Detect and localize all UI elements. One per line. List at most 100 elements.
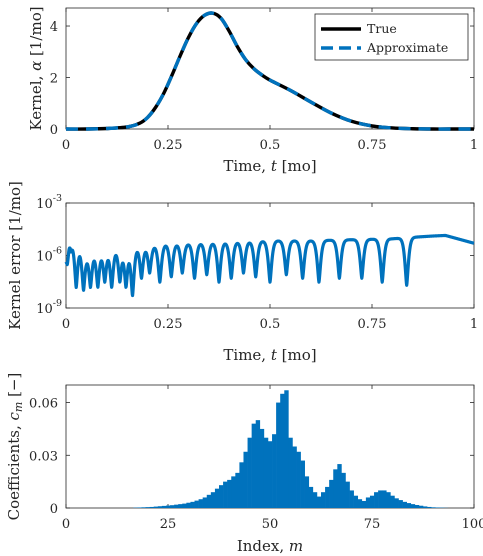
coefficient-bar — [325, 486, 330, 508]
y-tick-label: 0.06 — [29, 397, 58, 412]
y-tick-label: 10-3 — [36, 193, 62, 212]
coefficient-bar — [406, 503, 412, 508]
coefficient-bar — [259, 428, 265, 508]
y-tick-label: 0 — [50, 123, 58, 138]
coefficient-bar — [300, 460, 305, 508]
y-axis-label: Coefficients, cm [−] — [5, 373, 25, 521]
coefficient-bar — [308, 486, 314, 508]
coefficient-bar — [292, 446, 297, 508]
coefficient-bar — [361, 500, 367, 508]
coefficient-bar — [210, 492, 216, 508]
x-tick-label: 0.5 — [260, 317, 281, 332]
coefficient-bar — [427, 506, 432, 508]
x-tick-label: 0.25 — [154, 317, 183, 332]
y-tick-label: 4 — [50, 20, 58, 35]
coefficient-bar — [316, 496, 322, 508]
coefficient-bar — [321, 492, 326, 508]
kernel-error-line — [64, 233, 476, 298]
coefficient-bar — [394, 498, 399, 508]
coefficient-bar — [251, 423, 257, 508]
coefficient-bar — [312, 492, 318, 508]
coefficient-bar — [198, 499, 203, 508]
coefficient-bar — [386, 492, 391, 508]
kernel-panel: 0 0.25 0.5 0.75 1 0 2 4 True Approximate Time, t [… — [27, 6, 478, 175]
coefficient-bar — [382, 490, 387, 508]
x-axis-label: Index, m — [237, 537, 303, 555]
x-tick-label: 1 — [470, 138, 478, 153]
coefficient-bar — [333, 469, 338, 508]
coefficient-bar — [219, 485, 224, 508]
coefficient-bar — [223, 481, 228, 508]
coefficient-bar — [369, 495, 375, 508]
coefficient-bar — [227, 479, 232, 508]
coefficients-panel: 0 25 50 75 100 0 0.03 0.06 Index, m Coefficients,… — [5, 373, 483, 555]
coefficient-bar — [182, 503, 187, 508]
y-tick-label: 2 — [50, 72, 58, 87]
coefficient-bar — [296, 451, 301, 508]
coefficient-bar — [145, 507, 150, 508]
coefficient-bar — [170, 505, 175, 508]
coefficient-bar — [410, 504, 416, 508]
coefficient-bar — [247, 437, 252, 508]
coefficient-bar — [137, 507, 142, 508]
kernel-error-panel: 0 0.25 0.5 0.75 1 10-9 10-6 10-3 Time, t [mo] Ker… — [6, 181, 478, 364]
y-tick-label: 0.03 — [29, 449, 58, 464]
coefficient-bar — [349, 490, 354, 508]
coefficient-bar — [431, 507, 436, 508]
x-tick-label: 0.75 — [358, 317, 387, 332]
coefficient-bar — [214, 488, 220, 508]
y-axis-label: Kernel error [1/mo] — [6, 181, 24, 330]
coefficient-bar — [365, 497, 371, 508]
x-tick-label: 100 — [462, 517, 483, 532]
coefficient-bar — [174, 504, 179, 508]
x-tick-label: 0.5 — [260, 138, 281, 153]
coefficient-bar — [341, 472, 346, 508]
legend-true-label: True — [367, 21, 397, 36]
coefficient-bar — [243, 451, 248, 508]
y-tick-label: 10-9 — [36, 298, 62, 317]
coefficient-bar — [165, 505, 171, 508]
coefficient-bar — [353, 495, 359, 508]
coefficient-bar — [337, 464, 342, 508]
y-tick-label: 10-6 — [36, 246, 62, 265]
x-tick-label: 0 — [62, 138, 70, 153]
coefficient-bar — [435, 507, 440, 508]
coefficient-bar — [161, 505, 167, 508]
coefficient-bar — [276, 402, 281, 508]
x-tick-label: 0 — [62, 517, 70, 532]
coefficient-bar — [402, 501, 407, 508]
x-axis-label: Time, t [mo] — [223, 346, 316, 364]
x-axis-label: Time, t [mo] — [223, 157, 316, 175]
coefficient-bar — [345, 481, 350, 508]
coefficient-bar — [304, 476, 310, 508]
legend-approximate-label: Approximate — [366, 40, 448, 55]
coefficient-bar — [374, 492, 379, 508]
coefficient-bar — [157, 506, 163, 508]
coefficient-bar — [194, 500, 199, 508]
coefficient-bar — [288, 437, 293, 508]
coefficient-bar — [423, 506, 428, 508]
coefficient-bar — [153, 506, 159, 508]
coefficient-bar — [378, 490, 383, 508]
legend-box — [314, 13, 469, 61]
x-tick-label: 0 — [62, 317, 70, 332]
axes-box — [65, 202, 475, 309]
x-tick-label: 50 — [262, 517, 279, 532]
coefficient-bar — [263, 437, 269, 508]
coefficient-bar — [398, 500, 403, 508]
coefficient-bar — [390, 495, 395, 508]
coefficient-bar — [418, 505, 424, 508]
series-approximate-line — [65, 11, 474, 131]
coefficient-bar — [280, 393, 285, 508]
coefficient-bar — [284, 390, 289, 508]
coefficient-bar — [357, 499, 363, 508]
coefficient-bar — [202, 497, 208, 508]
coefficient-bar — [414, 505, 420, 508]
x-tick-label: 25 — [160, 517, 177, 532]
coefficient-bar — [141, 507, 146, 508]
coefficient-bar — [190, 501, 195, 508]
x-tick-label: 0.25 — [154, 138, 183, 153]
coefficient-bar — [272, 434, 277, 508]
y-axis-label: Kernel, α [1/mo] — [27, 6, 45, 130]
